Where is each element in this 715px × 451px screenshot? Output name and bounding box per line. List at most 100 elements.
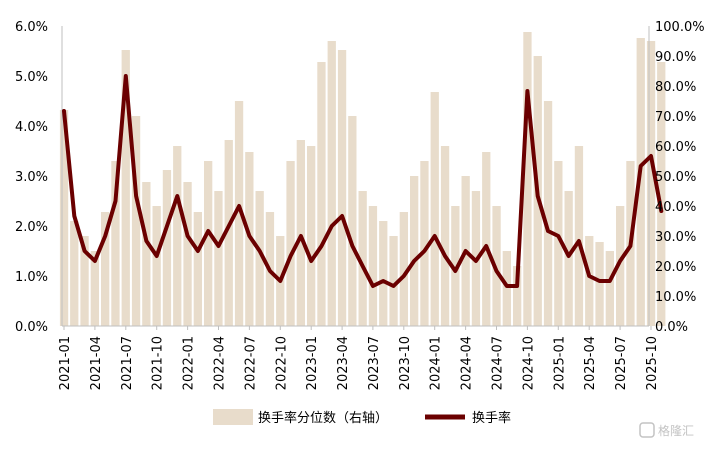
- bar-mark: [502, 251, 511, 326]
- bar-mark: [296, 140, 305, 326]
- bar-mark: [379, 221, 388, 326]
- right-tick-label: 30.0%: [655, 230, 696, 245]
- bar-mark: [337, 50, 347, 326]
- left-tick-label: 1.0%: [15, 270, 48, 285]
- legend: 换手率分位数（右轴） 换手率: [213, 409, 511, 426]
- bar-mark: [152, 206, 161, 326]
- x-tick-label: 2025-10: [645, 336, 660, 390]
- x-tick-label: 2025-01: [552, 336, 567, 390]
- left-tick-label: 2.0%: [15, 220, 48, 235]
- left-axis-ticks: 0.0% 1.0% 2.0% 3.0% 4.0% 5.0% 6.0%: [15, 20, 48, 335]
- line-series: [62, 74, 664, 288]
- bar-mark: [440, 146, 450, 326]
- watermark-logo-icon: [639, 422, 655, 438]
- right-tick-label: 50.0%: [655, 170, 696, 185]
- left-tick-label: 6.0%: [15, 20, 48, 35]
- bar-mark: [214, 191, 223, 326]
- bar-series: [59, 32, 666, 326]
- right-tick-label: 60.0%: [655, 140, 696, 155]
- bar-mark: [605, 251, 614, 326]
- legend-swatch-bar: [213, 409, 253, 425]
- right-tick-label: 70.0%: [655, 110, 696, 125]
- bar-mark: [410, 176, 419, 326]
- x-tick-label: 2023-04: [336, 336, 351, 390]
- bar-mark: [420, 161, 429, 326]
- bar-mark: [368, 206, 378, 326]
- right-tick-label: 0.0%: [655, 320, 688, 335]
- x-tick-label: 2024-10: [521, 336, 536, 390]
- bar-mark: [162, 170, 172, 326]
- right-tick-label: 100.0%: [655, 20, 705, 35]
- bar-mark: [358, 191, 367, 326]
- watermark-text: 格隆汇: [658, 423, 694, 438]
- x-tick-label: 2023-07: [367, 336, 382, 390]
- left-tick-label: 3.0%: [15, 170, 48, 185]
- x-tick-label: 2025-07: [614, 336, 629, 390]
- bar-mark: [523, 32, 532, 326]
- bar-mark: [513, 266, 522, 326]
- bar-mark: [482, 152, 491, 326]
- right-tick-label: 40.0%: [655, 200, 696, 215]
- bar-mark: [543, 101, 553, 326]
- right-tick-label: 10.0%: [655, 290, 696, 305]
- bar-mark: [636, 38, 645, 326]
- watermark: 格隆汇: [639, 422, 694, 438]
- legend-label-bar: 换手率分位数（右轴）: [258, 410, 388, 426]
- right-axis-ticks: 0.0% 10.0% 20.0% 30.0% 40.0% 50.0% 60.0% 70.0% 8…: [655, 20, 705, 335]
- x-tick-label: 2023-10: [398, 336, 413, 390]
- x-tick-label: 2021-10: [151, 336, 166, 390]
- bar-mark: [224, 140, 233, 326]
- bar-mark: [111, 161, 120, 326]
- bar-mark: [564, 191, 573, 326]
- x-axis-ticks: 2021-01 2021-04 2021-07 2021-10 2022-01 2022-…: [58, 326, 660, 390]
- bar-mark: [286, 161, 295, 326]
- bar-mark: [70, 221, 79, 326]
- x-tick-label: 2022-01: [182, 336, 197, 390]
- axes: [61, 26, 650, 327]
- bar-mark: [80, 236, 89, 326]
- bar-mark: [430, 92, 439, 326]
- x-tick-label: 2021-07: [120, 336, 135, 390]
- left-tick-label: 5.0%: [15, 70, 48, 85]
- bar-mark: [574, 146, 584, 326]
- x-tick-label: 2024-01: [429, 336, 444, 390]
- right-tick-label: 20.0%: [655, 260, 696, 275]
- bar-mark: [399, 212, 408, 326]
- bar-mark: [307, 146, 316, 326]
- bar-mark: [646, 41, 656, 326]
- bar-mark: [173, 146, 182, 326]
- bar-mark: [90, 251, 99, 326]
- legend-label-line: 换手率: [472, 410, 511, 426]
- bar-mark: [451, 206, 460, 326]
- bar-mark: [204, 161, 213, 326]
- bar-mark: [59, 110, 69, 326]
- bar-mark: [657, 62, 666, 326]
- x-tick-label: 2024-07: [491, 336, 506, 390]
- bar-mark: [389, 236, 398, 326]
- left-tick-label: 0.0%: [15, 320, 48, 335]
- x-tick-label: 2025-04: [583, 336, 598, 390]
- x-tick-label: 2022-04: [213, 336, 228, 390]
- bar-mark: [348, 116, 357, 326]
- bar-mark: [183, 182, 192, 326]
- x-tick-label: 2021-01: [58, 336, 73, 390]
- bar-mark: [255, 191, 264, 326]
- bar-mark: [234, 101, 244, 326]
- right-tick-label: 80.0%: [655, 80, 696, 95]
- x-tick-label: 2022-07: [243, 336, 258, 390]
- x-tick-label: 2021-04: [89, 336, 104, 390]
- bar-mark: [554, 161, 563, 326]
- bar-mark: [317, 62, 326, 326]
- x-tick-label: 2022-10: [274, 336, 289, 390]
- bar-mark: [616, 206, 625, 326]
- bar-mark: [327, 41, 336, 326]
- bar-mark: [101, 212, 110, 326]
- left-tick-label: 4.0%: [15, 120, 48, 135]
- bar-mark: [595, 242, 604, 326]
- bar-mark: [585, 236, 594, 326]
- right-tick-label: 90.0%: [655, 50, 696, 65]
- bar-mark: [121, 50, 130, 326]
- x-tick-label: 2024-04: [460, 336, 475, 390]
- x-tick-label: 2023-01: [305, 336, 320, 390]
